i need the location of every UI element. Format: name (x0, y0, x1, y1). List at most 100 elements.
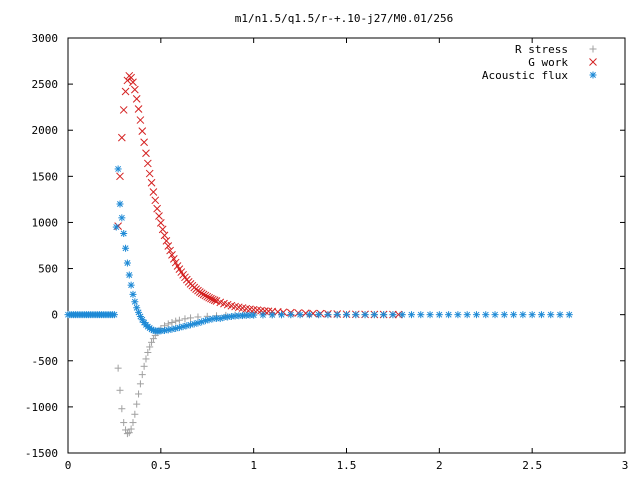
series-g-work (114, 71, 403, 319)
x-tick-label: 1.5 (337, 459, 357, 472)
y-tick-label: 0 (51, 309, 58, 322)
data-point (482, 311, 490, 319)
data-point (491, 311, 499, 319)
data-point (129, 419, 137, 427)
data-point (201, 291, 210, 300)
data-point (153, 204, 161, 213)
legend-marker (589, 71, 597, 79)
data-point (122, 244, 130, 252)
data-point (205, 293, 213, 302)
data-point (158, 225, 167, 234)
data-point (120, 230, 128, 238)
data-point (190, 320, 198, 328)
data-point (198, 318, 206, 326)
data-point (407, 311, 415, 319)
legend-label: R stress (515, 43, 568, 56)
data-point (131, 298, 139, 306)
data-point (565, 311, 573, 319)
data-point (132, 95, 141, 103)
data-point (199, 290, 208, 299)
data-point (528, 311, 536, 319)
data-point (147, 178, 156, 187)
data-point (253, 306, 262, 315)
data-point (129, 290, 137, 298)
data-point (296, 311, 304, 319)
data-point (131, 410, 139, 418)
data-point (426, 311, 434, 319)
marks-layer (64, 71, 573, 438)
data-point (149, 335, 157, 343)
data-point (125, 429, 133, 437)
data-point (394, 310, 403, 319)
data-point (181, 315, 189, 323)
data-point (148, 338, 156, 346)
x-tick-label: 3 (622, 459, 629, 472)
data-point (194, 313, 202, 321)
x-tick-label: 2 (436, 459, 443, 472)
data-point (138, 127, 147, 135)
data-point (361, 311, 369, 319)
data-point (417, 311, 425, 319)
data-point (169, 255, 178, 263)
data-point (537, 311, 545, 319)
x-tick-label: 0 (65, 459, 72, 472)
data-point (556, 311, 564, 319)
data-point (389, 311, 397, 319)
data-point (135, 390, 143, 398)
data-point (315, 311, 323, 319)
data-point (445, 311, 453, 319)
data-point (116, 386, 124, 394)
data-point (398, 311, 406, 319)
data-point (519, 311, 527, 319)
data-point (129, 78, 137, 87)
y-tick-label: 2000 (32, 124, 59, 137)
data-point (138, 371, 146, 379)
data-point (156, 219, 165, 227)
data-point (500, 311, 508, 319)
data-point (278, 311, 286, 319)
data-point (143, 159, 152, 168)
x-tick-label: 0.5 (151, 459, 171, 472)
ticks-layer: 0 0.5 1 1.5 2 2.5 3 -1500 -1000 -500 0 500 1000 1500 2… (25, 32, 628, 472)
data-point (142, 149, 150, 158)
data-point (149, 188, 158, 196)
data-point (454, 311, 462, 319)
data-point (120, 419, 128, 427)
data-point (136, 116, 145, 124)
data-point (136, 380, 144, 388)
data-point (127, 73, 135, 82)
data-point (121, 87, 130, 96)
data-point (151, 196, 160, 205)
data-point (145, 169, 154, 178)
data-point (140, 138, 148, 147)
data-point (123, 430, 131, 438)
y-tick-label: 1500 (32, 170, 59, 183)
data-point (268, 311, 276, 319)
data-point (118, 214, 126, 222)
data-point (146, 343, 154, 351)
data-point (112, 223, 120, 231)
data-point (127, 281, 135, 289)
data-point (130, 85, 139, 94)
legend-label: G work (528, 56, 568, 69)
data-point (114, 364, 122, 372)
data-point (201, 317, 209, 325)
y-tick-label: 500 (38, 263, 58, 276)
data-point (142, 355, 150, 363)
data-point (246, 305, 254, 314)
data-point (168, 251, 176, 259)
data-point (168, 319, 176, 327)
data-point (160, 231, 169, 240)
data-point (144, 348, 152, 356)
data-point (463, 311, 471, 319)
data-point (510, 311, 518, 319)
series-acoustic-flux (64, 165, 573, 335)
data-point (175, 316, 183, 324)
data-point (119, 106, 128, 114)
data-point (172, 317, 180, 325)
data-point (123, 259, 131, 267)
data-point (287, 311, 295, 319)
chart-title: m1/n1.5/q1.5/r-+.10-j27/M0.01/256 (235, 12, 454, 25)
data-point (203, 292, 212, 301)
